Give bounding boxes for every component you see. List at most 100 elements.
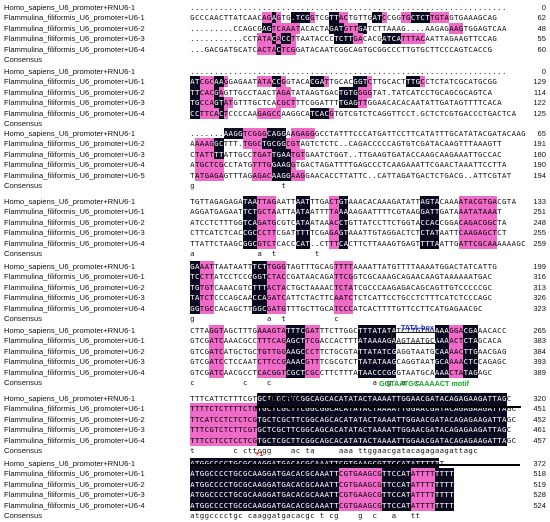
residue: A [319, 468, 325, 480]
residue: T [300, 335, 306, 347]
residue: T [261, 159, 267, 171]
residue: T [458, 139, 464, 149]
residue: T [286, 207, 291, 217]
residue: G [247, 346, 253, 356]
residue: T [391, 170, 397, 180]
residue: . [190, 34, 195, 44]
residue: . [401, 3, 406, 12]
residue: T [439, 108, 445, 118]
residue: C [506, 108, 512, 118]
residue: G [434, 160, 440, 170]
residue: A [204, 138, 210, 150]
residue: T [257, 196, 262, 207]
residue: A [233, 77, 238, 87]
residue: c [218, 511, 224, 520]
residue: C [233, 367, 238, 377]
residue: C [209, 302, 214, 314]
residue: A [463, 434, 469, 446]
residue: C [425, 282, 430, 292]
residue: G [247, 272, 253, 282]
residue: C [358, 282, 363, 292]
residue: C [362, 170, 368, 180]
position-number: 122 [533, 98, 546, 108]
residue: C [300, 413, 306, 425]
residue: C [477, 34, 483, 44]
residue: C [218, 458, 224, 469]
residue: C [333, 216, 339, 228]
sequence-row: Flammulina_filiformis_U6_promoter+U6-2..… [0, 22, 550, 34]
residue: A [334, 336, 339, 346]
residue: C [300, 345, 306, 357]
residue: G [233, 458, 238, 469]
residue: A [391, 403, 397, 415]
sequence-name: Flammulina_filiformis_U6_promoter+U6-4 [4, 500, 145, 510]
residue: C [458, 282, 464, 292]
sequence-name: Homo_sapiens_U6_promoter+RNU6-1 [4, 459, 136, 468]
residue: G [477, 77, 483, 87]
residue: T [473, 129, 478, 138]
residue: T [290, 413, 296, 425]
residue: A [449, 272, 454, 282]
residue: T [300, 272, 305, 282]
position-number: 452 [533, 414, 546, 424]
residue: . [463, 67, 469, 76]
residue: T [420, 489, 426, 501]
residue: A [281, 159, 286, 171]
position-number: 191 [533, 139, 546, 149]
residue: G [477, 424, 483, 436]
residue: C [415, 149, 421, 159]
residue: A [310, 272, 315, 282]
residue: . [501, 67, 507, 76]
residue: A [310, 217, 315, 227]
residue: A [271, 128, 277, 139]
residue: C [314, 403, 320, 415]
residue: T [209, 217, 214, 227]
residue: T [238, 207, 243, 217]
residue: T [333, 271, 339, 283]
residue: . [228, 3, 233, 12]
residue: T [348, 129, 353, 138]
residue: A [266, 281, 272, 293]
residue: T [310, 228, 315, 238]
residue: A [310, 87, 315, 97]
residue: A [430, 129, 435, 138]
residue: C [358, 129, 363, 138]
residue: A [429, 424, 435, 436]
residue: A [247, 196, 253, 207]
residue: A [430, 272, 435, 282]
position-number: 457 [533, 435, 546, 445]
residue: T [357, 413, 363, 425]
residue: C [391, 478, 397, 490]
residue: C [338, 458, 344, 469]
residue: T [223, 424, 229, 436]
residue: C [454, 170, 459, 180]
residue: G [305, 468, 310, 480]
residue: A [473, 424, 478, 436]
residue: A [305, 216, 310, 228]
residue: T [266, 335, 272, 347]
residue: T [492, 413, 497, 425]
residue: T [329, 346, 334, 356]
residue: . [348, 3, 353, 12]
residue: T [338, 86, 344, 98]
residue: . [338, 139, 344, 149]
residue: C [257, 98, 262, 108]
residue: T [271, 22, 277, 34]
residue: T [429, 499, 435, 511]
residue: A [257, 499, 262, 511]
residue: G [271, 261, 277, 272]
residue: a [434, 446, 440, 455]
residue: C [439, 139, 445, 149]
residue: C [194, 13, 200, 23]
residue: C [285, 97, 291, 109]
residue: T [199, 424, 205, 436]
residue: T [314, 160, 320, 170]
residue: G [487, 44, 493, 54]
residue: T [233, 424, 238, 436]
residue: T [473, 272, 478, 282]
residue: T [242, 196, 248, 207]
residue: T [213, 403, 219, 415]
residue: C [372, 34, 377, 44]
residue: C [194, 271, 200, 283]
